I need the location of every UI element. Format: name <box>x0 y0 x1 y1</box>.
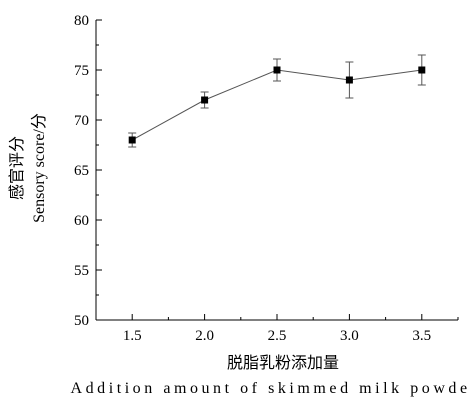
x-tick-label: 2.5 <box>268 328 287 344</box>
y-tick-label: 75 <box>74 63 89 79</box>
y-tick-label: 65 <box>74 163 89 179</box>
data-series <box>128 54 426 148</box>
y-tick-label: 50 <box>74 313 89 329</box>
y-tick-label: 80 <box>74 13 89 29</box>
y-tick-label: 60 <box>74 213 89 229</box>
data-point-marker <box>418 66 426 74</box>
data-point-marker <box>201 96 209 104</box>
x-axis-title-chinese: 脱脂乳粉添加量 <box>227 354 339 372</box>
x-tick-label: 1.5 <box>123 328 142 344</box>
x-tick-label: 3.5 <box>412 328 431 344</box>
y-tick-label: 70 <box>74 113 89 129</box>
y-tick-label: 55 <box>74 263 89 279</box>
y-axis-ticks: 50 55 60 65 70 75 80 <box>74 13 102 329</box>
x-tick-label: 3.0 <box>340 328 359 344</box>
x-axis-ticks: 1.5 2.0 2.5 3.0 3.5 <box>95 314 459 344</box>
x-axis-title-english: Addition amount of skimmed milk powder/g <box>71 380 467 397</box>
y-axis-title-english: Sensory score/分 <box>30 113 48 223</box>
data-point-marker <box>345 76 353 84</box>
data-point-marker <box>273 66 281 74</box>
data-point-marker <box>128 136 136 144</box>
y-axis-title-chinese: 感官评分 <box>8 136 26 200</box>
x-tick-label: 2.0 <box>195 328 214 344</box>
